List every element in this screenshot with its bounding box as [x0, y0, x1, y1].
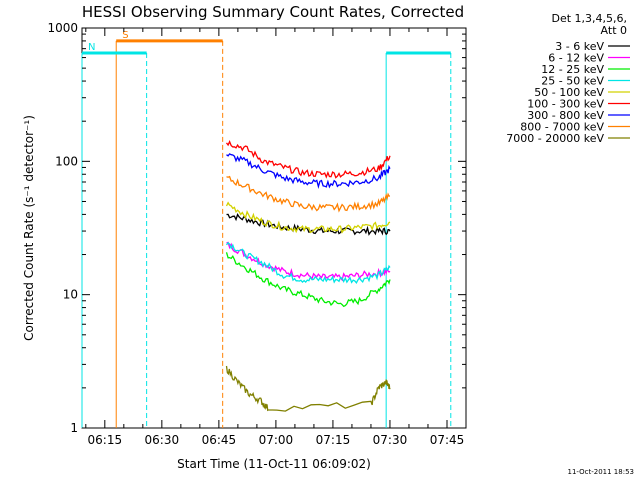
y-tick-label: 1000 — [47, 21, 78, 35]
legend-label: 7000 - 20000 keV — [506, 132, 604, 145]
y-tick-label: 1 — [70, 421, 78, 435]
series-line-2 — [225, 252, 391, 308]
legend-label: 25 - 50 keV — [541, 75, 604, 88]
series-line-1 — [226, 241, 391, 282]
legend-label: 50 - 100 keV — [534, 86, 604, 99]
series-line-3 — [225, 241, 391, 284]
x-tick-label: 07:15 — [316, 433, 351, 447]
series-line-5 — [225, 140, 391, 179]
legend-header-line2: Att 0 — [601, 24, 627, 37]
y-tick-label: 10 — [63, 288, 78, 302]
series-line-4 — [225, 201, 391, 234]
y-axis-label: Corrected Count Rate (s⁻¹ detector⁻¹) — [22, 115, 36, 341]
plot-area: SN — [81, 27, 467, 429]
annotation-label: S — [122, 30, 128, 41]
x-tick-label: 06:30 — [145, 433, 180, 447]
x-tick-label: 07:30 — [373, 433, 408, 447]
y-axis: 1 10 100 1000 — [47, 21, 466, 435]
legend-label: 800 - 7000 keV — [520, 121, 604, 134]
x-tick-label: 06:15 — [88, 433, 123, 447]
legend-label: 300 - 800 keV — [527, 109, 604, 122]
x-axis: 06:15 06:30 06:45 07:00 07:15 07:30 07:45 — [85, 28, 465, 447]
x-axis-label: Start Time (11-Oct-11 06:09:02) — [177, 457, 371, 471]
legend-label: 6 - 12 keV — [548, 52, 604, 65]
legend-label: 12 - 25 keV — [541, 63, 604, 76]
series-line-6 — [226, 153, 391, 189]
annotation-label: N — [88, 42, 95, 53]
legend-header-line1: Det 1,3,4,5,6, — [551, 12, 627, 25]
legend-label: 3 - 6 keV — [555, 40, 604, 53]
x-tick-label: 07:45 — [430, 433, 465, 447]
y-tick-label: 100 — [55, 154, 78, 168]
chart-title: HESSI Observing Summary Count Rates, Cor… — [82, 3, 464, 21]
x-tick-label: 07:00 — [259, 433, 294, 447]
series-line-7 — [226, 175, 391, 213]
timestamp: 11-Oct-2011 18:53 — [568, 468, 634, 476]
legend-label: 100 - 300 keV — [527, 98, 604, 111]
series-line-8 — [225, 365, 391, 412]
x-tick-label: 06:45 — [202, 433, 237, 447]
